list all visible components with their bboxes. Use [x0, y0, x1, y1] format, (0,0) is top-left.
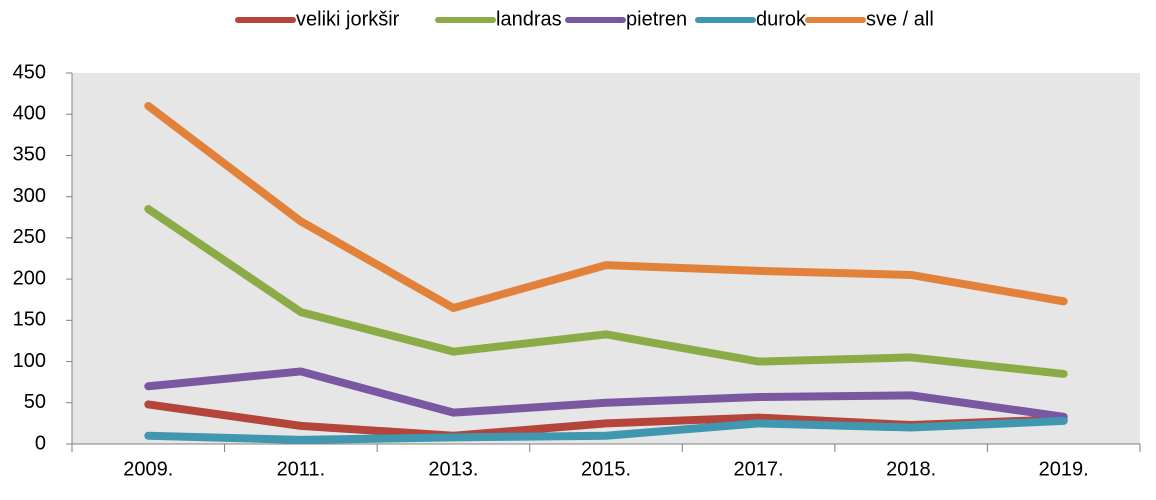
y-tick-label: 450 — [13, 61, 46, 83]
x-tick-label: 2018. — [886, 458, 936, 480]
y-tick-label: 0 — [35, 432, 46, 454]
y-tick-label: 50 — [24, 391, 46, 413]
y-tick-label: 150 — [13, 309, 46, 331]
x-tick-label: 2011. — [277, 458, 326, 480]
x-tick-label: 2019. — [1039, 458, 1089, 480]
series-line — [144, 101, 1068, 312]
y-tick-label: 100 — [13, 350, 46, 372]
x-tick-label: 2009. — [123, 458, 173, 480]
series-line — [144, 367, 1068, 421]
x-tick-label: 2015. — [581, 458, 631, 480]
legend-label: pietren — [626, 8, 687, 30]
y-tick-label: 200 — [13, 267, 46, 289]
y-tick-label: 400 — [13, 103, 46, 125]
y-tick-label: 250 — [13, 226, 46, 248]
y-tick-label: 350 — [13, 144, 46, 166]
plot-area — [72, 73, 1140, 444]
legend-label: landras — [496, 8, 562, 30]
x-tick-label: 2017. — [734, 458, 784, 480]
legend-label: veliki jorkšir — [296, 8, 400, 30]
series-line — [144, 205, 1068, 378]
y-tick-label: 300 — [13, 185, 46, 207]
legend-label: durok — [756, 8, 807, 30]
x-tick-label: 2013. — [428, 458, 478, 480]
legend-label: sve / all — [866, 8, 934, 30]
series-line — [144, 416, 1068, 444]
